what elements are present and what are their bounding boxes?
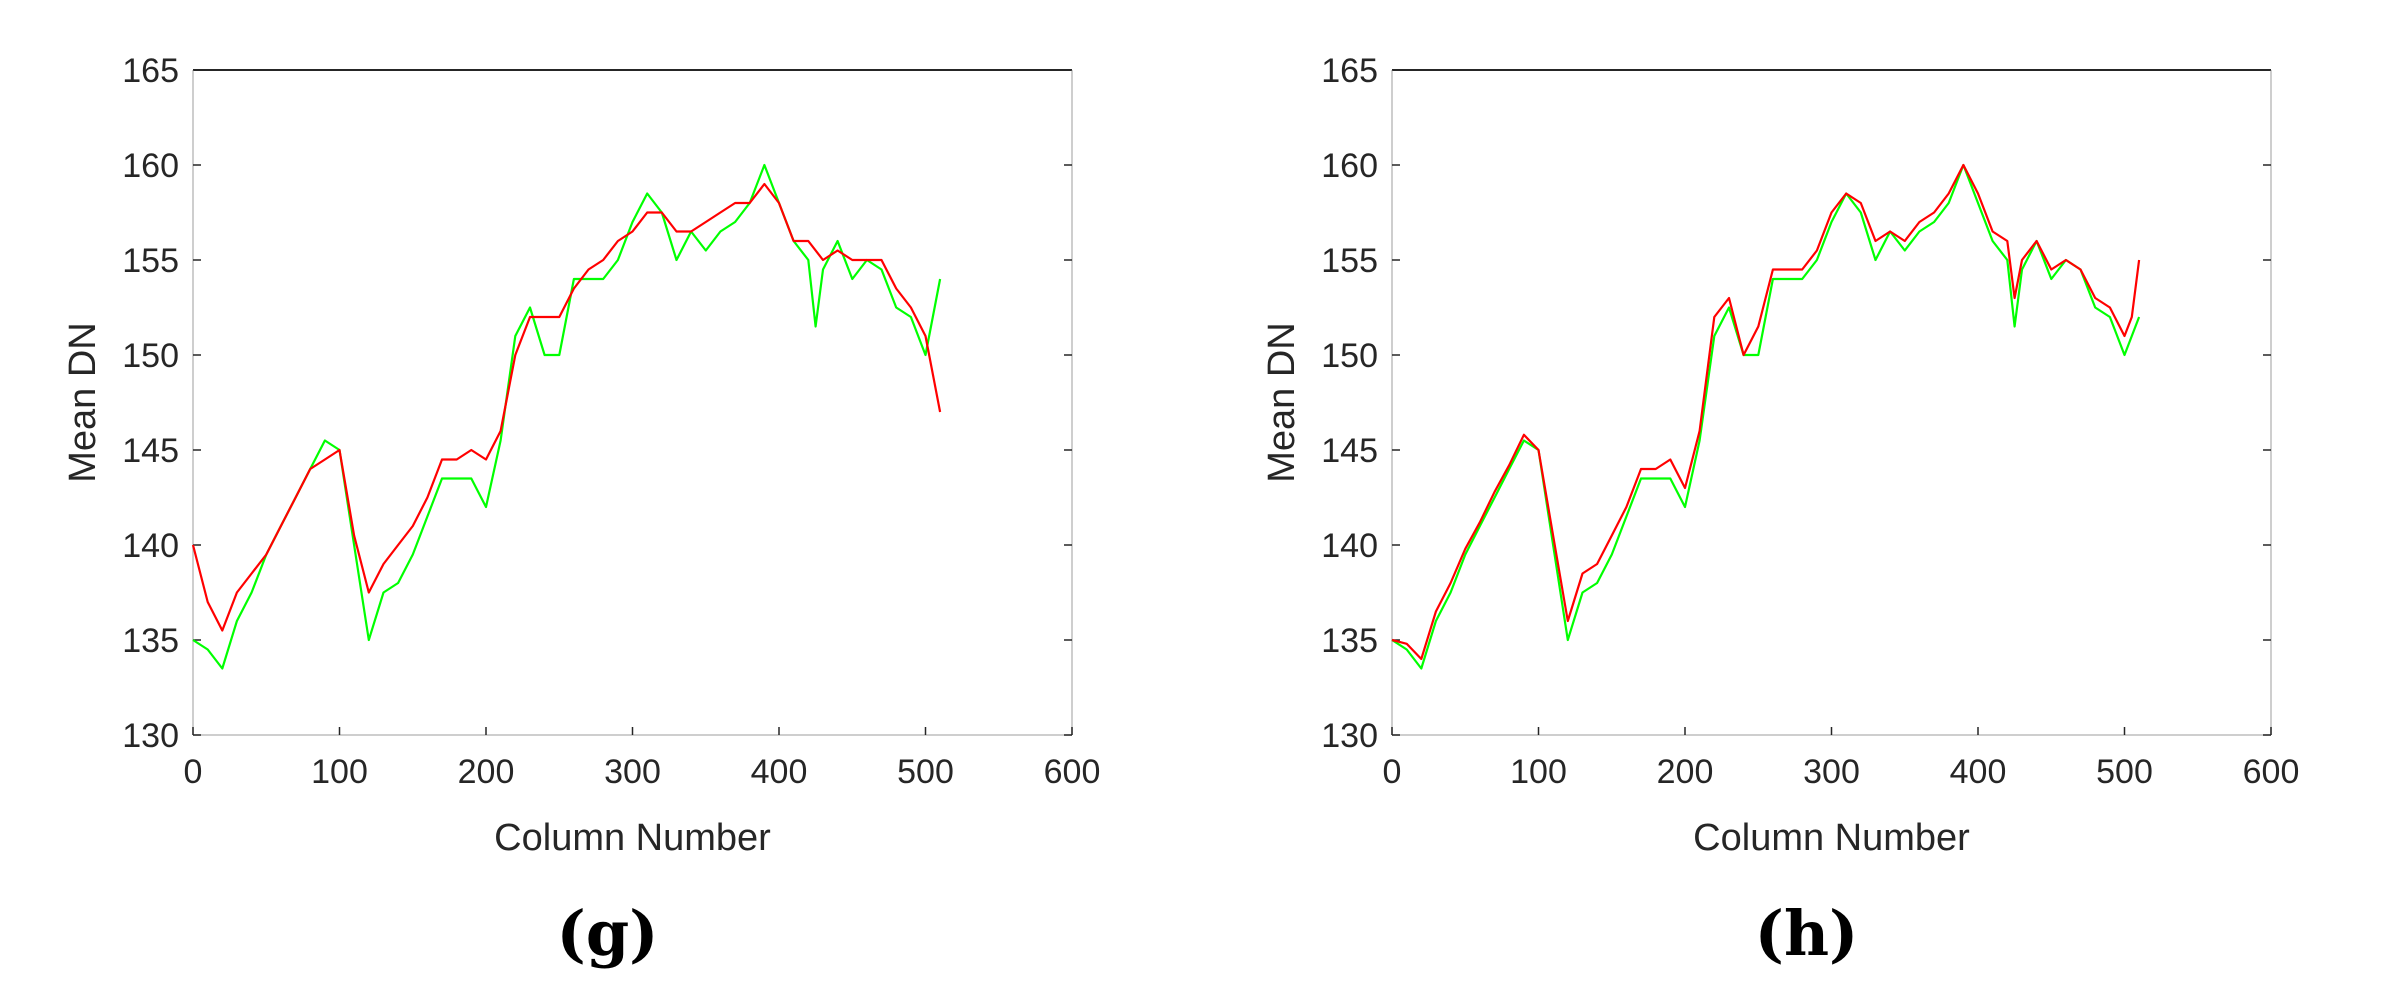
y-tick-label: 165	[122, 52, 179, 90]
series-line-red	[191, 182, 942, 632]
y-tick-label: 130	[1321, 717, 1378, 755]
y-tick-label: 145	[1321, 432, 1378, 470]
x-tick-label: 400	[1950, 753, 2007, 791]
y-tick-label: 145	[122, 432, 179, 470]
x-tick-label: 400	[751, 753, 808, 791]
y-axis-label: Mean DN	[62, 322, 104, 483]
x-tick-label: 300	[604, 753, 661, 791]
y-tick-label: 130	[122, 717, 179, 755]
chart-panel-h: 130 135 140 145 150 155 160 165 0 100 200 300 400 500…	[1199, 0, 2397, 1004]
y-tick-label: 140	[122, 527, 179, 565]
x-tick-label: 600	[1044, 753, 1101, 791]
x-tick-label: 0	[184, 753, 203, 791]
x-axis-label: Column Number	[1693, 817, 1970, 859]
x-tick-label: 200	[458, 753, 515, 791]
x-tick-label: 500	[2096, 753, 2153, 791]
x-tick-label: 100	[311, 753, 368, 791]
y-tick-label: 160	[1321, 147, 1378, 185]
plot-area	[193, 70, 1072, 735]
series-line-green	[192, 163, 942, 670]
y-tick-label: 140	[1321, 527, 1378, 565]
x-tick-label: 300	[1803, 753, 1860, 791]
y-tick-label: 165	[1321, 52, 1378, 90]
chart-h-svg: 130 135 140 145 150 155 160 165 0 100 200 300 400 500…	[1261, 52, 2300, 970]
series-line-red	[1391, 163, 2141, 661]
y-tick-label: 155	[122, 242, 179, 280]
y-tick-label: 135	[1321, 622, 1378, 660]
chart-g-svg: 130 135 140 145 150 155 160 165 0 100 200 300 400 500…	[62, 52, 1101, 970]
y-tick-label: 135	[122, 622, 179, 660]
series-line-green	[1391, 163, 2141, 670]
plot-area	[1392, 70, 2271, 735]
x-tick-label: 600	[2243, 753, 2300, 791]
x-tick-label: 500	[897, 753, 954, 791]
x-tick-label: 200	[1657, 753, 1714, 791]
x-tick-label: 0	[1383, 753, 1402, 791]
y-tick-label: 150	[122, 337, 179, 375]
y-tick-label: 155	[1321, 242, 1378, 280]
x-axis-label: Column Number	[494, 817, 771, 859]
y-axis-label: Mean DN	[1261, 322, 1303, 483]
panel-label: (h)	[1755, 897, 1859, 970]
panel-label: (g)	[556, 897, 658, 970]
y-tick-label: 160	[122, 147, 179, 185]
y-tick-label: 150	[1321, 337, 1378, 375]
x-tick-label: 100	[1510, 753, 1567, 791]
chart-panel-g: 130 135 140 145 150 155 160 165 0 100 200 300 400 500…	[0, 0, 1198, 1004]
